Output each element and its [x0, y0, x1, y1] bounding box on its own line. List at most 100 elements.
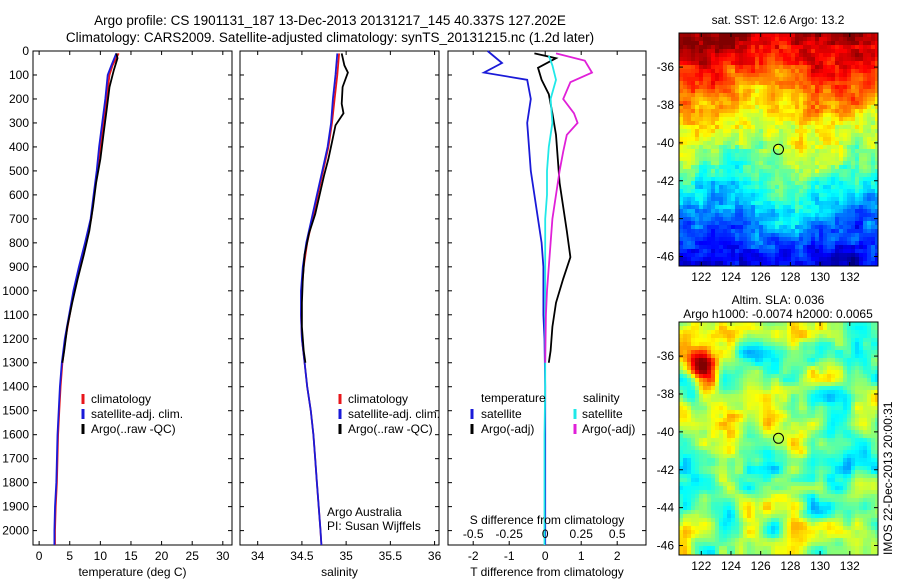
map-y-tick-label: -36: [657, 349, 675, 363]
y-tick-label: 1300: [2, 356, 29, 370]
legend-label: satellite: [481, 407, 522, 421]
y-tick-label: 800: [9, 236, 29, 250]
y-tick-label: 1800: [2, 476, 29, 490]
map-panel-1: 122 124 126 128 130 132 -36 -38 -40 -42 -44 -46: [657, 32, 879, 284]
s-difference-axis-label: S difference from climatology: [470, 513, 625, 527]
sla-map-title: Altim. SLA: 0.036: [732, 293, 825, 307]
map-x-tick-label: 122: [691, 270, 711, 284]
map-y-tick-label: -44: [657, 212, 675, 226]
figure-title-line2: Climatology: CARS2009. Satellite-adjuste…: [65, 30, 595, 45]
x-axis-label: salinity: [321, 565, 358, 579]
profile-panel-2: -2 -1 0 1 2 T difference from climatology: [447, 50, 647, 579]
x-tick-label: 35.5: [379, 549, 403, 563]
heatmap-cells: [679, 322, 879, 556]
legend-label: climatology: [348, 392, 408, 406]
x-tick-label: 15: [124, 549, 138, 563]
y-tick-label: 1700: [2, 452, 29, 466]
map-x-tick-label: 126: [751, 270, 771, 284]
y-tick-label: 1200: [2, 332, 29, 346]
y-tick-label: 700: [9, 212, 29, 226]
x-axis-label: T difference from climatology: [470, 565, 624, 579]
map-x-tick-label: 122: [691, 559, 711, 573]
legend-label: Argo(-adj): [582, 422, 635, 436]
y-tick-label: 200: [9, 92, 29, 106]
x-tick-label: 5: [66, 549, 73, 563]
x-tick-label: 25: [186, 549, 200, 563]
y-tick-label: 400: [9, 140, 29, 154]
map-x-tick-label: 130: [810, 559, 830, 573]
x-tick-label: 34.5: [290, 549, 314, 563]
y-tick-label: 1000: [2, 284, 29, 298]
y-tick-label: 1500: [2, 404, 29, 418]
series-line-2: [543, 55, 557, 545]
profile-panel-0: 0 5 10 15 20 25 300100200300400500600700800900…: [2, 44, 233, 579]
annotation-text: PI: Susan Wijffels: [327, 519, 421, 533]
x-tick-label: -1: [504, 549, 515, 563]
map-frame: [678, 321, 879, 556]
map-y-tick-label: -44: [657, 501, 675, 515]
x-tick-label: 30: [216, 549, 230, 563]
y-tick-label: 1600: [2, 428, 29, 442]
x-tick-label: 34: [251, 549, 265, 563]
x-tick-label: 20: [155, 549, 169, 563]
map-x-tick-label: 124: [721, 559, 741, 573]
y-tick-label: 500: [9, 164, 29, 178]
x-tick-label: 1: [578, 549, 585, 563]
map-y-tick-label: -42: [657, 174, 675, 188]
legend-label: satellite-adj. clim.: [348, 407, 440, 421]
map-x-tick-label: 126: [751, 559, 771, 573]
y-tick-label: 600: [9, 188, 29, 202]
s-difference-tick-label: 0: [542, 527, 549, 541]
imos-side-label: IMOS 22-Dec-2013 20:00:31: [881, 401, 895, 555]
map-y-tick-label: -42: [657, 463, 675, 477]
x-tick-label: 0: [542, 549, 549, 563]
map-y-tick-label: -36: [657, 60, 675, 74]
x-tick-label: 0: [36, 549, 43, 563]
x-tick-label: 36: [428, 549, 442, 563]
s-difference-tick-label: 0.5: [609, 527, 626, 541]
argo-position-marker: [773, 432, 784, 444]
x-tick-label: 10: [94, 549, 108, 563]
figure-title-line1: Argo profile: CS 1901131_187 13-Dec-2013…: [94, 13, 566, 28]
legend-label: Argo(-adj): [481, 422, 534, 436]
panel-frame: [239, 50, 440, 546]
y-tick-label: 900: [9, 260, 29, 274]
argo-position-marker: [773, 143, 784, 155]
map-y-tick-label: -40: [657, 136, 675, 150]
x-tick-label: 2: [614, 549, 621, 563]
map-y-tick-label: -40: [657, 425, 675, 439]
map-x-tick-label: 128: [780, 270, 800, 284]
y-tick-label: 0: [22, 44, 29, 58]
profile-panel-1: 34 34.5 35 35.5 36 salinity: [239, 50, 442, 579]
heatmap-cells: [679, 33, 879, 267]
legend-label: satellite-adj. clim.: [91, 407, 183, 421]
map-y-tick-label: -46: [657, 250, 675, 264]
legend-label: Argo(..raw -QC): [348, 422, 433, 436]
s-difference-tick-label: -0.5: [463, 527, 484, 541]
map-frame: [678, 32, 879, 267]
y-tick-label: 100: [9, 68, 29, 82]
series-line-2: [301, 53, 349, 363]
y-tick-label: 1100: [3, 308, 29, 322]
map-y-tick-label: -38: [657, 387, 675, 401]
legend-header: salinity: [583, 391, 620, 405]
map-x-tick-label: 132: [840, 270, 860, 284]
series-line-3: [544, 52, 594, 363]
s-difference-tick-label: 0.25: [570, 527, 594, 541]
panel-frame: [32, 50, 233, 546]
legend-label: climatology: [91, 392, 151, 406]
y-tick-label: 1900: [2, 500, 29, 514]
x-tick-label: 35: [339, 549, 353, 563]
y-tick-label: 2000: [2, 524, 29, 538]
map-x-tick-label: 124: [721, 270, 741, 284]
series-line-2: [61, 53, 119, 363]
legend-label: satellite: [582, 407, 623, 421]
series-line-1: [534, 52, 572, 363]
series-line-1: [53, 53, 118, 545]
map-y-tick-label: -38: [657, 98, 675, 112]
y-tick-label: 1400: [2, 380, 29, 394]
